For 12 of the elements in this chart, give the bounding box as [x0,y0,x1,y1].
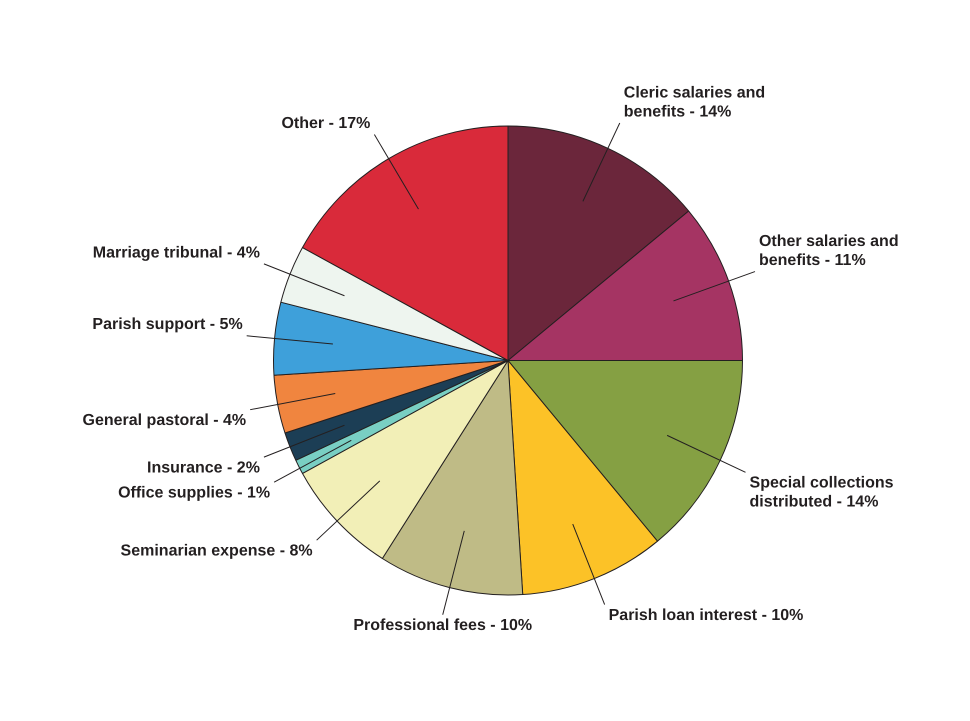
slice-label: Professional fees - 10% [353,617,532,634]
slice-label: Cleric salaries and benefits - 14% [624,84,766,120]
slice-label: Marriage tribunal - 4% [92,244,260,262]
slice-label: Parish support - 5% [92,316,243,334]
slice-label: Insurance - 2% [146,460,260,477]
slice-label: Special collections distributed - 14% [750,474,894,511]
slice-label: Other - 17% [281,114,370,132]
slice-label: General pastoral - 4% [82,412,246,430]
slice-label: Parish loan interest - 10% [608,606,804,624]
slice-label: Office supplies - 1% [118,484,270,502]
slice-label: Other salaries and benefits - 11% [758,232,899,269]
slice-label: Seminarian expense - 8% [120,542,313,560]
